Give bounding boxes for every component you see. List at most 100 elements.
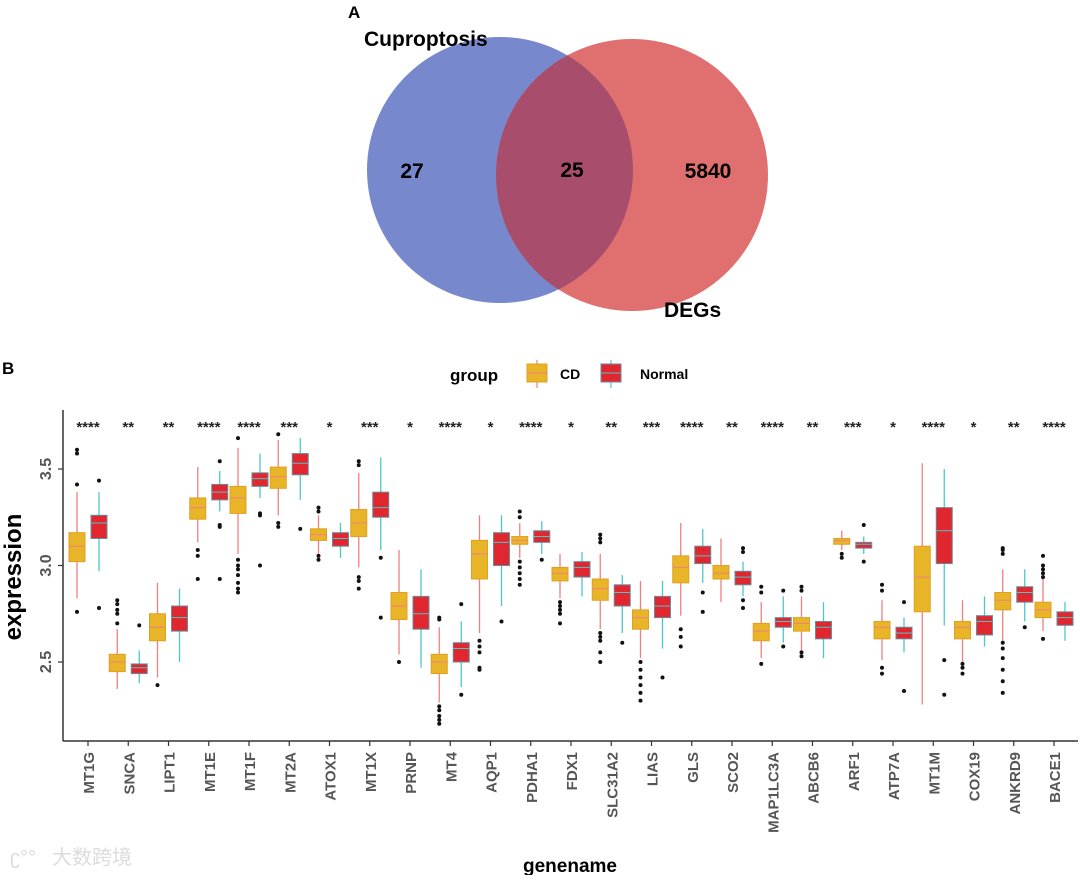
significance-label: ****: [519, 419, 543, 436]
outlier-point: [236, 590, 240, 595]
box-normal-mt1x: [372, 457, 390, 620]
outlier-point: [638, 675, 643, 680]
box-cd-mt1g: [68, 447, 86, 614]
x-tick-label-lias: LIAS: [645, 752, 662, 786]
x-tick-label-mt1f: MT1F: [242, 752, 259, 791]
x-tick-label-mt4: MT4: [443, 751, 460, 782]
outlier-point: [598, 638, 603, 643]
outlier-point: [880, 582, 884, 587]
outlier-point: [236, 573, 240, 578]
outlier-point: [781, 588, 786, 593]
outlier-point: [638, 690, 643, 695]
box-cd-fdx1: [551, 553, 569, 626]
box-cd-mt1m: [913, 463, 931, 705]
outlier-point: [236, 557, 240, 562]
venn-overlap: [496, 55, 633, 290]
outlier-point: [316, 509, 321, 514]
significance-label: *: [971, 419, 977, 436]
outlier-point: [276, 432, 281, 437]
box: [573, 561, 591, 578]
outlier-point: [1000, 551, 1005, 556]
box-normal-bace1: [1056, 602, 1074, 641]
significance-label: **: [1008, 419, 1020, 436]
outlier-point: [598, 532, 603, 537]
outlier-point: [115, 598, 120, 603]
outlier-point: [880, 671, 884, 676]
outlier-point: [437, 617, 442, 622]
box-normal-ankrd9: [1016, 569, 1034, 630]
significance-label: **: [605, 419, 617, 436]
outlier-point: [155, 683, 160, 688]
legend-label-normal: Normal: [640, 366, 688, 382]
box-normal-mt1f: [251, 453, 269, 568]
outlier-point: [97, 605, 101, 610]
watermark: ʗ°° 大数跨境: [10, 846, 132, 869]
box-cd-mt1x: [350, 459, 368, 591]
outlier-point: [356, 575, 361, 580]
outlier-point: [356, 459, 361, 464]
venn-set2-name: DEGs: [664, 299, 721, 322]
outlier-point: [598, 631, 603, 636]
significance-label: ****: [922, 419, 946, 436]
outlier-point: [759, 584, 764, 589]
box-cd-lipt1: [149, 582, 166, 688]
watermark-logo-icon: ʗ°°: [10, 847, 36, 869]
outlier-point: [781, 644, 786, 649]
x-tick-label-arf1: ARF1: [846, 752, 863, 791]
outlier-point: [678, 634, 683, 639]
outlier-point: [741, 598, 745, 603]
outlier-point: [115, 607, 120, 612]
x-tick-label-snca: SNCA: [121, 752, 138, 795]
outlier-point: [598, 536, 603, 541]
box: [815, 620, 832, 640]
box: [654, 595, 671, 619]
box-cd-bace1: [1034, 553, 1052, 641]
significance-labels: **** ** ** **** **** *** * *** * **** * **** * ** *** *…: [76, 419, 1066, 436]
outlier-point: [880, 665, 884, 670]
box-cd-slc31a2: [591, 532, 609, 664]
box: [935, 507, 953, 565]
box-cd-prnp: [390, 550, 408, 664]
box-normal-fdx1: [573, 551, 591, 597]
panel-b-label: B: [2, 359, 14, 378]
x-tick-label-atox1: ATOX1: [323, 752, 340, 801]
outlier-point: [799, 588, 804, 593]
outlier-point: [356, 463, 361, 468]
outlier-point: [1022, 625, 1027, 630]
outlier-point: [236, 563, 240, 568]
box: [994, 592, 1012, 611]
box: [734, 570, 752, 586]
box-cd-mt1f: [229, 436, 247, 595]
outlier-point: [1000, 667, 1005, 672]
significance-label: **: [726, 419, 738, 436]
outlier-point: [678, 644, 683, 649]
outlier-point: [678, 627, 683, 632]
y-tick-label: 3.5: [38, 458, 55, 480]
box-normal-atp7a: [895, 600, 913, 693]
box-cd-abcb6: [793, 584, 810, 659]
box: [752, 622, 770, 642]
significance-label: ***: [361, 419, 379, 436]
outlier-point: [316, 557, 321, 562]
box: [452, 642, 470, 663]
outlier-point: [700, 609, 705, 614]
box-normal-abcb6: [815, 602, 832, 659]
x-tick-label-slc31a2: SLC31A2: [604, 752, 621, 818]
outlier-point: [1041, 636, 1045, 641]
box: [171, 605, 188, 632]
box: [591, 578, 609, 601]
outlier-point: [75, 447, 79, 452]
outlier-point: [316, 505, 321, 510]
x-tick-label-mt1e: MT1E: [202, 752, 219, 792]
legend-label-cd: CD: [560, 366, 580, 382]
outlier-point: [477, 650, 482, 655]
box: [1056, 611, 1074, 626]
outlier-point: [477, 644, 482, 649]
box-normal-lipt1: [171, 588, 188, 662]
box-normal-pdha1: [533, 521, 551, 562]
box: [493, 532, 510, 567]
x-tick-label-ankrd9: ANKRD9: [1007, 752, 1024, 815]
box-normal-map1lc3a: [774, 588, 792, 649]
outlier-point: [942, 658, 947, 663]
